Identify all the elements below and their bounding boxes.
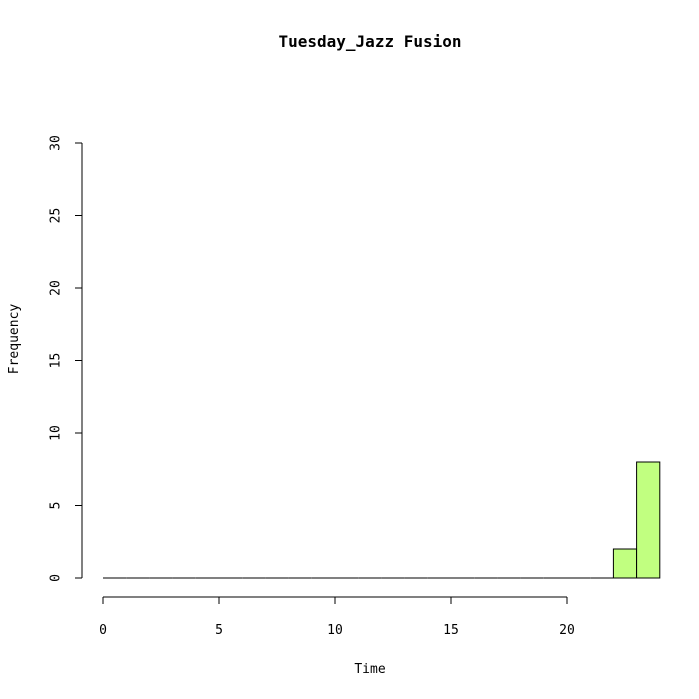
x-tick-label: 5 [215,623,223,638]
y-axis-label: Frequency [7,304,22,375]
y-tick-label: 15 [49,353,64,369]
y-tick-label: 25 [49,208,64,224]
y-tick-label: 30 [49,135,64,151]
x-tick-label: 15 [443,623,459,638]
x-tick-label: 20 [559,623,575,638]
x-tick-label: 10 [327,623,343,638]
chart-title: Tuesday_Jazz Fusion [278,32,461,51]
y-tick-label: 20 [49,280,64,296]
y-tick-label: 10 [49,425,64,441]
x-axis-label: Time [354,662,385,677]
histogram-bar [636,461,661,579]
y-tick-label: 0 [49,574,64,582]
y-axis-ticks: 0 5 10 15 20 25 30 [49,135,82,582]
bars-group [103,461,661,579]
x-tick-label: 0 [99,623,107,638]
y-tick-label: 5 [49,502,64,510]
x-axis-ticks: 0 5 10 15 20 [99,597,575,638]
histogram-bar [612,548,638,579]
